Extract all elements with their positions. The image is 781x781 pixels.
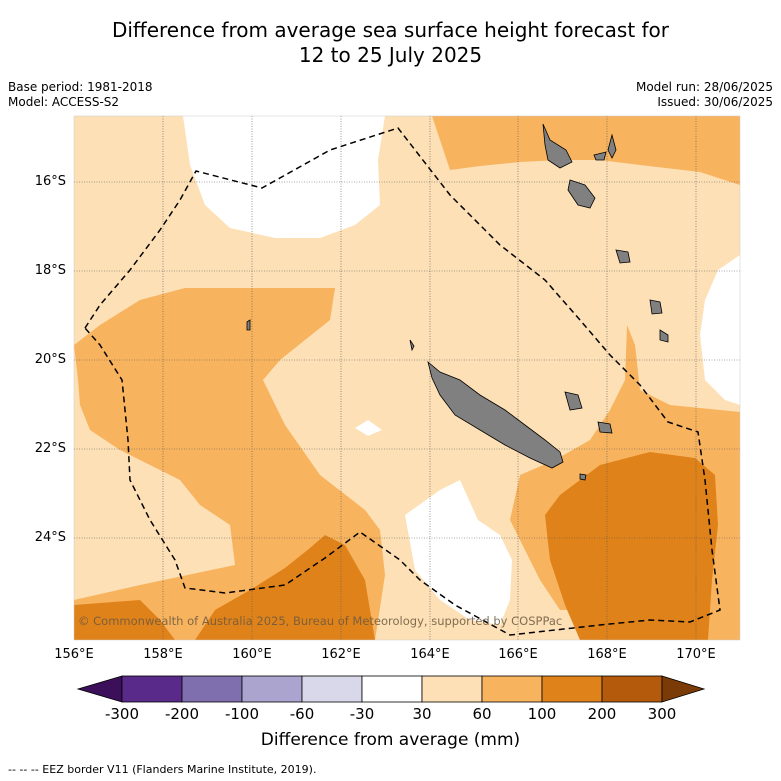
lon-label-158e: 158°E xyxy=(143,647,183,662)
colorbar-swatch-6 xyxy=(421,675,483,703)
lat-label-18s: 18°S xyxy=(34,263,66,278)
issued-text: Issued: 30/06/2025 xyxy=(657,95,773,109)
colorbar-tick-label: -30 xyxy=(349,705,375,723)
anomaly-near-zero-north xyxy=(183,116,385,238)
map-fields xyxy=(74,116,740,640)
lat-label-16s: 16°S xyxy=(34,174,66,189)
colorbar-tick-label: 30 xyxy=(412,705,432,723)
colorbar-swatch-2 xyxy=(181,675,243,703)
gridlines xyxy=(74,116,740,640)
vanuatu-island-2 xyxy=(567,179,596,209)
anomaly-100-200-southeast xyxy=(545,452,718,640)
title-line-1: Difference from average sea surface heig… xyxy=(111,18,670,42)
lon-label-156e: 156°E xyxy=(54,647,94,662)
eez-footnote: -- -- -- EEZ border V11 (Flanders Marine… xyxy=(8,763,317,776)
lat-label-22s: 22°S xyxy=(34,441,66,456)
islet-3 xyxy=(579,473,587,481)
colorbar-tick-label: 200 xyxy=(587,705,617,723)
lon-label-164e: 164°E xyxy=(410,647,450,662)
colorbar-swatch-8 xyxy=(541,675,603,703)
islet-4 xyxy=(246,319,251,331)
eez-border xyxy=(84,127,721,636)
colorbar-tick-label: -60 xyxy=(289,705,315,723)
model-text: Model: ACCESS-S2 xyxy=(8,95,120,109)
title-line-2: 12 to 25 July 2025 xyxy=(298,43,483,67)
model-run-text: Model run: 28/06/2025 xyxy=(635,80,773,94)
vanuatu-island-4 xyxy=(593,151,607,161)
colorbar xyxy=(76,675,706,703)
colorbar-min-arrow xyxy=(76,675,123,703)
colorbar-swatch-4 xyxy=(301,675,363,703)
chart-title: Difference from average sea surface heig… xyxy=(0,18,781,68)
lon-label-170e: 170°E xyxy=(676,647,716,662)
anomaly-60-100-north xyxy=(432,116,740,185)
anomaly-near-zero-small xyxy=(355,420,382,436)
anomaly-100-200-bottomleft xyxy=(74,600,175,640)
colorbar-max-arrow xyxy=(661,675,706,703)
meta-left: Base period: 1981-2018 Model: ACCESS-S2 xyxy=(8,80,153,110)
vanuatu-island-3 xyxy=(607,133,617,159)
colorbar-title: Difference from average (mm) xyxy=(260,730,521,750)
map-frame xyxy=(73,115,741,641)
lat-label-24s: 24°S xyxy=(34,530,66,545)
islet-5 xyxy=(409,339,415,352)
loyalty-island-2 xyxy=(597,421,613,434)
colorbar-tick-label: 60 xyxy=(472,705,492,723)
meta-right: Model run: 28/06/2025 Issued: 30/06/2025 xyxy=(636,80,773,110)
colorbar-tick-label: -300 xyxy=(104,705,140,723)
colorbar-tick-label: -200 xyxy=(164,705,200,723)
land-masses xyxy=(246,123,669,481)
anomaly-near-zero-south xyxy=(405,480,512,625)
lat-label-20s: 20°S xyxy=(34,352,66,367)
lon-label-162e: 162°E xyxy=(321,647,361,662)
colorbar-swatch-9 xyxy=(601,675,663,703)
colorbar-tick-label: 100 xyxy=(527,705,557,723)
new-caledonia-island xyxy=(427,360,564,469)
anomaly-100-200-southwest xyxy=(195,535,375,640)
lon-label-168e: 168°E xyxy=(587,647,627,662)
colorbar-swatch-7 xyxy=(481,675,543,703)
lon-label-160e: 160°E xyxy=(232,647,272,662)
loyalty-island-1 xyxy=(564,391,583,411)
base-period-text: Base period: 1981-2018 xyxy=(8,80,153,94)
islet-2 xyxy=(659,329,669,343)
islet-1 xyxy=(649,299,663,315)
vanuatu-island-1 xyxy=(542,123,573,169)
colorbar-swatch-1 xyxy=(121,675,183,703)
colorbar-tick-label: -100 xyxy=(224,705,260,723)
colorbar-tick-label: 300 xyxy=(647,705,677,723)
colorbar-swatch-3 xyxy=(241,675,303,703)
lon-label-166e: 166°E xyxy=(498,647,538,662)
copyright-credit: © Commonwealth of Australia 2025, Bureau… xyxy=(78,614,563,628)
colorbar-swatch-5 xyxy=(361,675,423,703)
vanuatu-island-5 xyxy=(615,249,631,264)
anomaly-near-zero-east xyxy=(700,255,740,405)
